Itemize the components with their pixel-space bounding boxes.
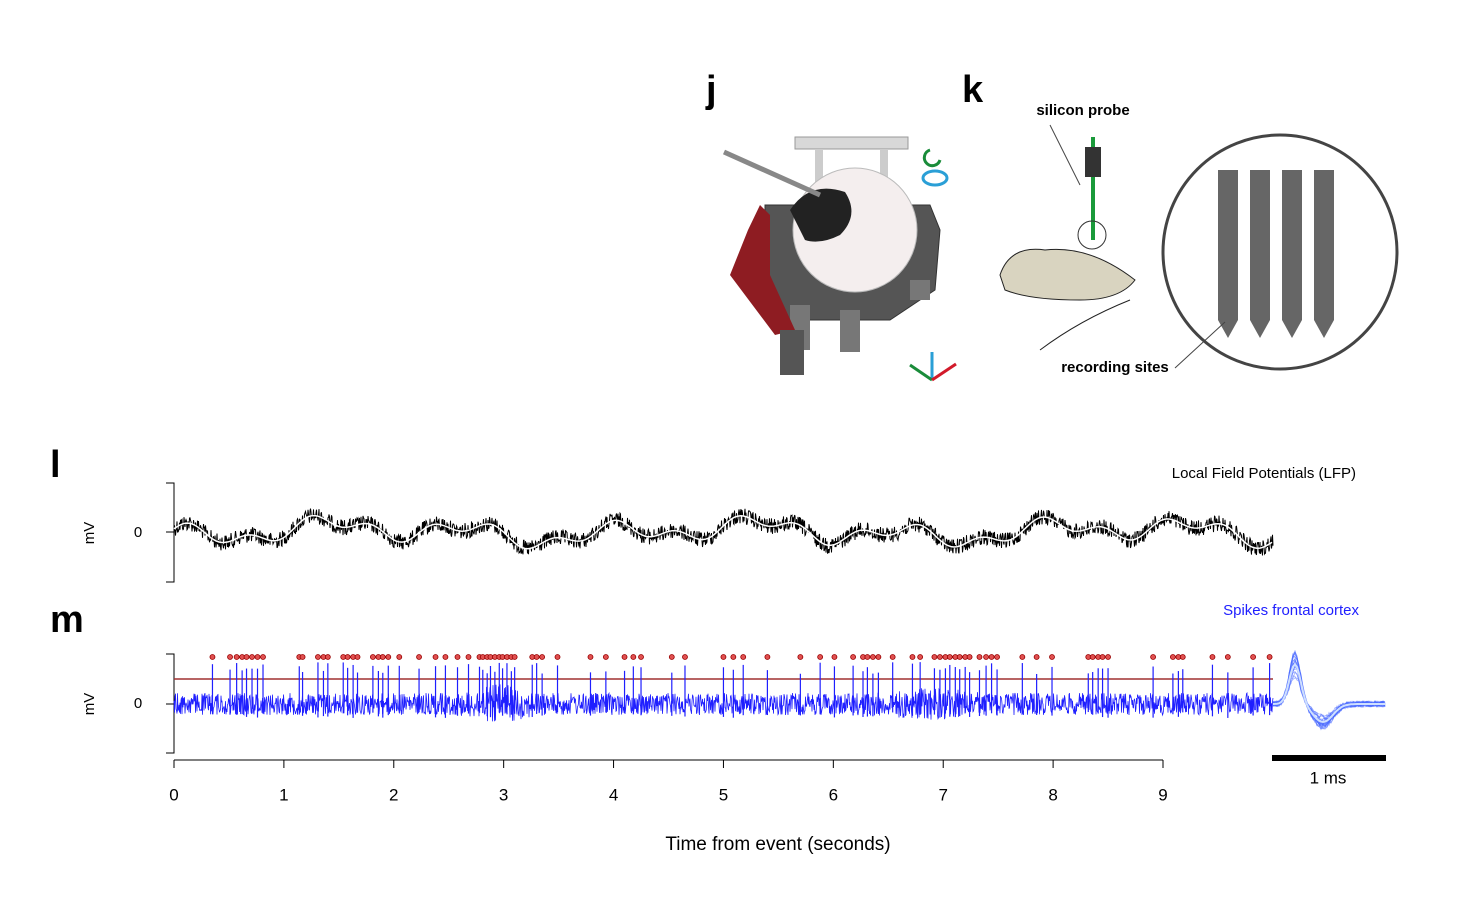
spike-marker bbox=[797, 654, 804, 660]
spike-marker bbox=[764, 654, 771, 660]
spike-marker bbox=[299, 654, 306, 660]
y-axis-label: mV bbox=[81, 693, 98, 716]
spike-marker bbox=[1089, 654, 1096, 660]
spike-marker bbox=[454, 654, 461, 660]
panel-label: k bbox=[962, 69, 984, 111]
panel-label: m bbox=[50, 599, 84, 641]
spike-marker bbox=[917, 654, 924, 660]
spike-marker bbox=[1224, 654, 1231, 660]
spike-marker bbox=[432, 654, 439, 660]
spike-marker bbox=[396, 654, 403, 660]
spike-marker bbox=[209, 654, 216, 660]
spike-marker bbox=[227, 654, 233, 660]
annotation: recording sites bbox=[1061, 359, 1169, 376]
spike-marker bbox=[621, 654, 628, 660]
x-tick-label: 0 bbox=[169, 785, 178, 804]
spike-marker bbox=[889, 654, 896, 660]
y-tick-label: 0 bbox=[134, 695, 142, 712]
y-axis-label: mV bbox=[81, 522, 98, 545]
spike-marker bbox=[1150, 654, 1157, 660]
spike-marker bbox=[864, 654, 871, 660]
trace-title: Spikes frontal cortex bbox=[1223, 602, 1359, 619]
spike-marker bbox=[1250, 654, 1257, 660]
mean-waveform bbox=[1272, 662, 1385, 724]
x-tick-label: 5 bbox=[719, 785, 728, 804]
lfp-trace bbox=[173, 508, 1274, 556]
spike-marker bbox=[831, 654, 838, 660]
spike-marker bbox=[983, 654, 989, 660]
spike-marker bbox=[260, 654, 266, 660]
spike-marker bbox=[379, 654, 386, 660]
spike-marker bbox=[254, 654, 261, 660]
spike-marker bbox=[344, 654, 351, 660]
spike-marker bbox=[994, 654, 1000, 660]
spike-marker bbox=[533, 654, 540, 660]
y-tick-label: 0 bbox=[134, 524, 142, 541]
spike-marker bbox=[668, 654, 675, 660]
spike-marker bbox=[442, 654, 449, 660]
spike-marker bbox=[416, 654, 422, 660]
spike-marker bbox=[630, 654, 637, 660]
spike-marker bbox=[966, 654, 973, 660]
spike-marker bbox=[740, 654, 747, 660]
spike-marker bbox=[1105, 654, 1111, 660]
spike-marker bbox=[369, 654, 376, 660]
spike-marker bbox=[602, 654, 609, 660]
spike-marker bbox=[937, 654, 943, 660]
lfp-smoothed bbox=[173, 514, 1273, 550]
panel-label: l bbox=[50, 444, 61, 486]
spike-marker bbox=[249, 654, 255, 660]
spike-marker bbox=[869, 654, 876, 660]
x-tick-label: 8 bbox=[1048, 785, 1057, 804]
spike-marker bbox=[233, 654, 240, 660]
spike-marker bbox=[1019, 654, 1026, 660]
spike-marker bbox=[354, 654, 361, 660]
x-tick-label: 1 bbox=[279, 785, 288, 804]
spike-marker bbox=[946, 654, 953, 660]
spike-marker bbox=[956, 654, 963, 660]
spike-marker bbox=[1179, 654, 1186, 660]
panel-label: j bbox=[705, 69, 717, 111]
spike-marker bbox=[1169, 654, 1176, 660]
spike-marker bbox=[554, 654, 561, 660]
spike-marker bbox=[850, 654, 857, 660]
trace-title: Local Field Potentials (LFP) bbox=[1172, 465, 1356, 482]
spike-marker bbox=[539, 654, 546, 660]
spike-marker bbox=[988, 654, 995, 660]
spike-marker bbox=[931, 654, 938, 660]
spike-marker bbox=[1266, 654, 1273, 660]
spike-marker bbox=[976, 654, 983, 660]
spike-marker bbox=[324, 654, 331, 660]
annotation: silicon probe bbox=[1036, 102, 1129, 119]
spike-marker bbox=[1209, 654, 1216, 660]
x-tick-label: 4 bbox=[609, 785, 618, 804]
spike-marker bbox=[1049, 654, 1055, 660]
x-tick-label: 3 bbox=[499, 785, 508, 804]
scale-bar-label: 1 ms bbox=[1310, 768, 1347, 787]
spike-marker bbox=[817, 654, 824, 660]
spike-marker bbox=[909, 654, 916, 660]
spike-marker bbox=[465, 654, 472, 660]
spike-marker bbox=[243, 654, 250, 660]
spike-marker bbox=[1033, 654, 1040, 660]
spike-marker bbox=[1099, 654, 1106, 660]
spike-marker bbox=[720, 654, 727, 660]
probe-illustration bbox=[999, 124, 1399, 371]
x-tick-label: 2 bbox=[389, 785, 398, 804]
spike-marker bbox=[511, 654, 518, 660]
spike-marker bbox=[638, 654, 644, 660]
x-tick-label: 9 bbox=[1158, 785, 1167, 804]
spike-marker bbox=[315, 654, 321, 660]
spike-marker bbox=[682, 654, 688, 660]
x-axis-label: Time from event (seconds) bbox=[665, 834, 890, 855]
spike-marker bbox=[587, 654, 594, 660]
spike-marker bbox=[730, 654, 737, 660]
x-tick-label: 7 bbox=[938, 785, 947, 804]
x-tick-label: 6 bbox=[829, 785, 838, 804]
rig-illustration bbox=[722, 136, 957, 382]
spike-marker bbox=[875, 654, 882, 660]
spike-marker bbox=[385, 654, 392, 660]
